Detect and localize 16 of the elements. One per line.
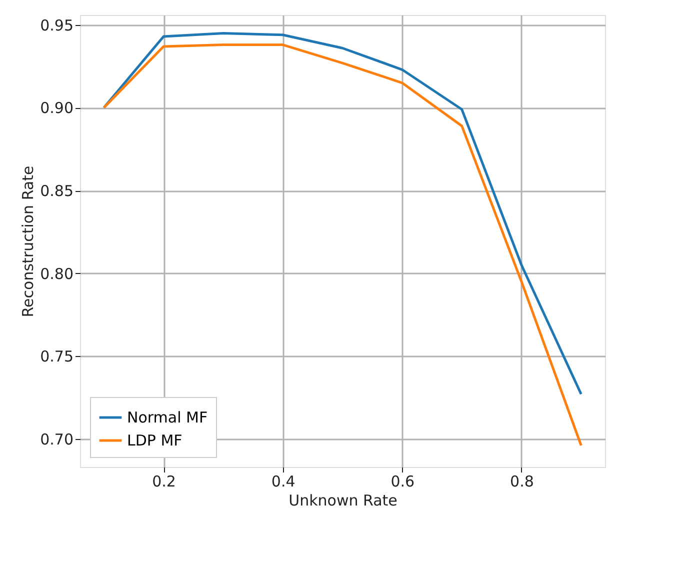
legend-label: LDP MF bbox=[127, 432, 182, 450]
y-tick-label: 0.75 bbox=[40, 348, 74, 366]
x-tick-label: 0.4 bbox=[271, 472, 296, 490]
y-axis-title: Reconstruction Rate bbox=[19, 166, 38, 318]
line-series bbox=[102, 44, 582, 447]
x-tick-label: 0.6 bbox=[390, 472, 415, 490]
x-tick-label: 0.8 bbox=[510, 472, 534, 490]
x-axis-title: Unknown Rate bbox=[288, 492, 398, 510]
line-series bbox=[102, 32, 582, 396]
legend-label: Normal MF bbox=[127, 408, 208, 426]
y-tick-label: 0.80 bbox=[40, 264, 74, 283]
y-tick-label: 0.90 bbox=[40, 99, 74, 118]
y-tick-label: 0.85 bbox=[40, 182, 74, 200]
y-tick-label: 0.95 bbox=[40, 16, 74, 34]
x-tick-label: 0.2 bbox=[152, 472, 176, 490]
y-tick-label: 0.70 bbox=[40, 430, 74, 448]
